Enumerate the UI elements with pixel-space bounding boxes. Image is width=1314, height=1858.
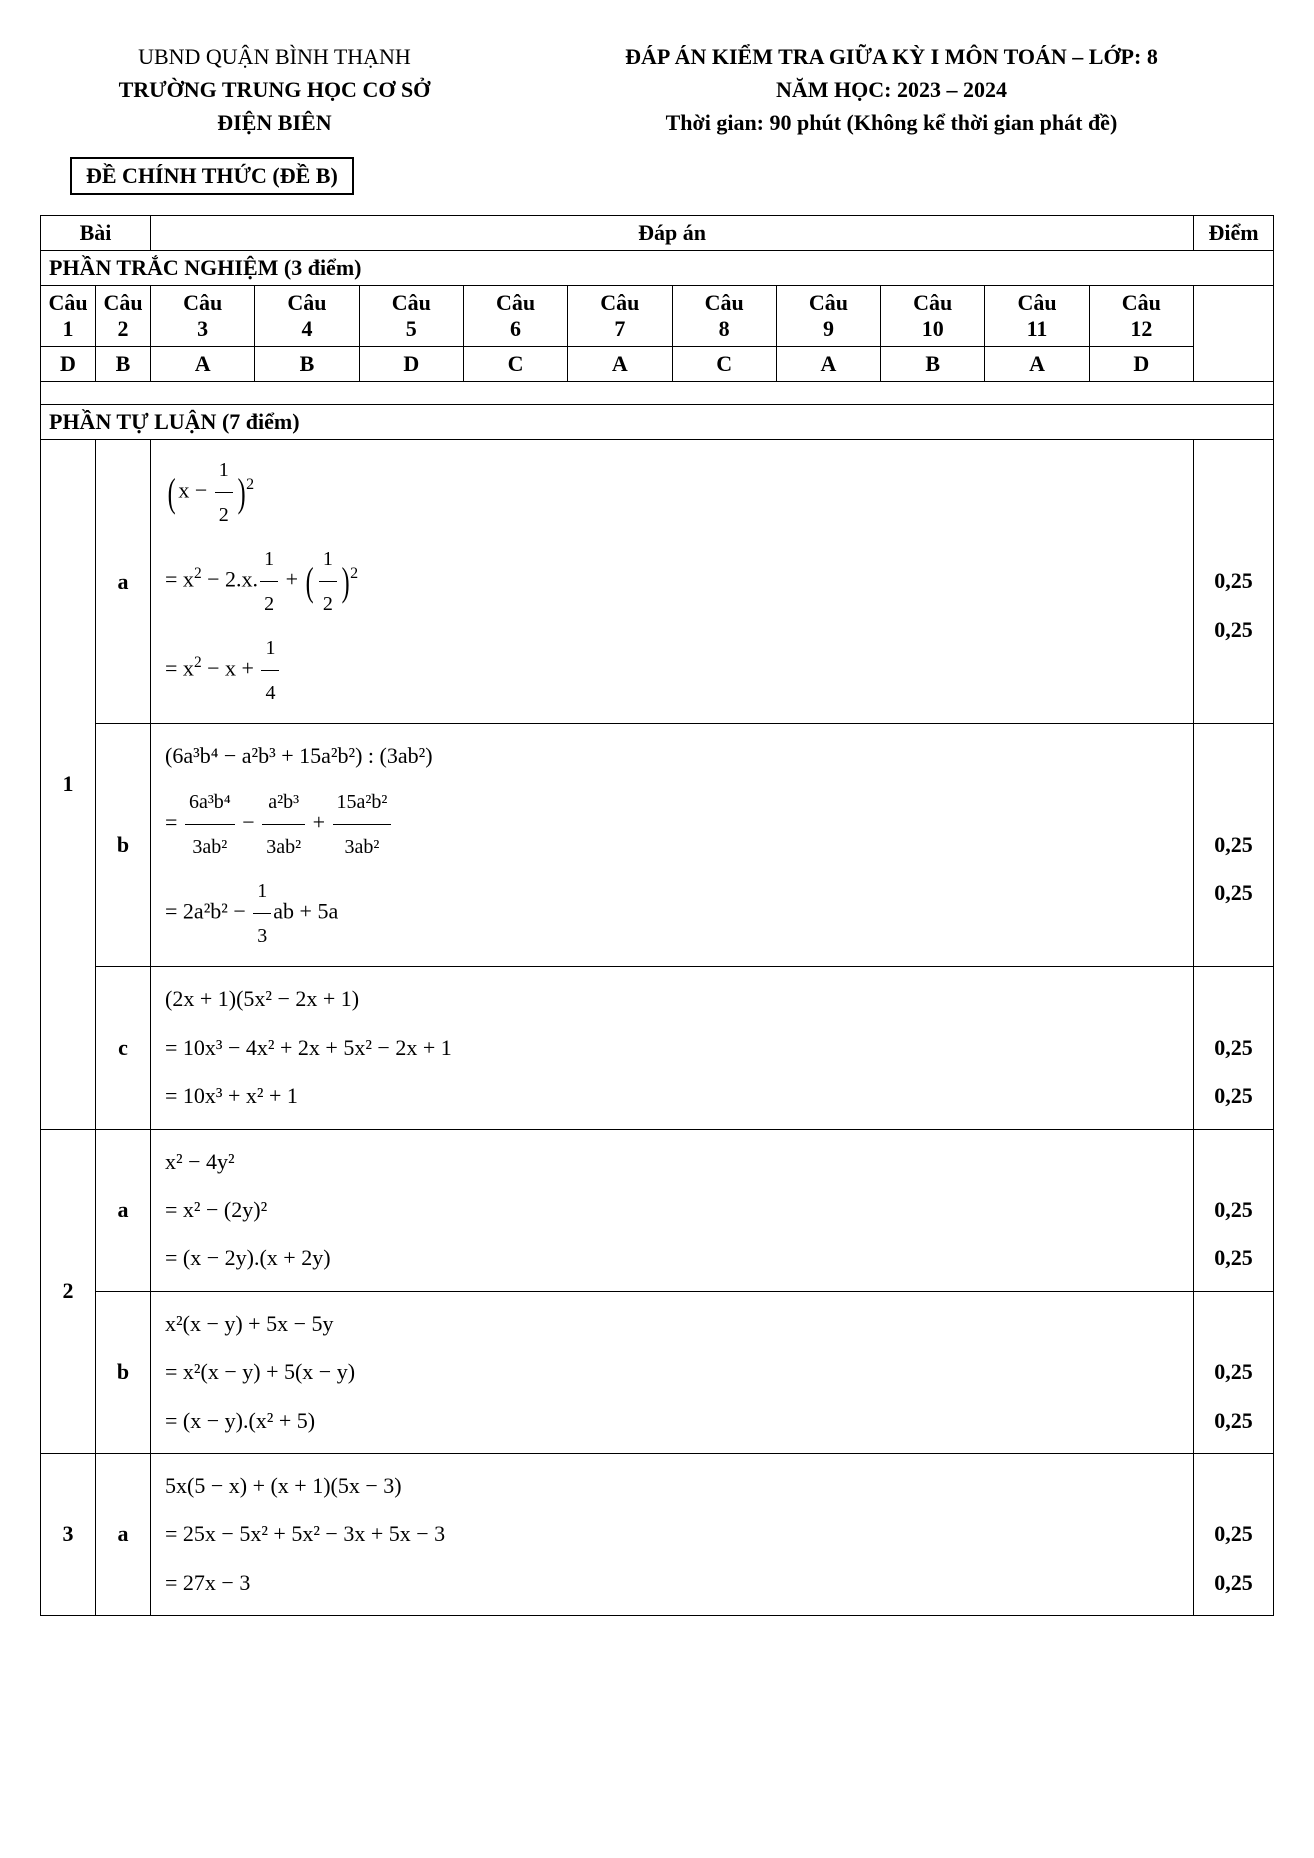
mcq-ans-2: B (96, 347, 151, 382)
q1b-points: 0,250,25 (1194, 724, 1274, 967)
q1b-row: b (6a³b⁴ − a²b³ + 15a²b²) : (3ab²) = 6a³… (41, 724, 1274, 967)
q1b-label: b (96, 724, 151, 967)
q1b-math: (6a³b⁴ − a²b³ + 15a²b²) : (3ab²) = 6a³b⁴… (151, 724, 1194, 967)
title-block: ĐÁP ÁN KIỂM TRA GIỮA KỲ I MÔN TOÁN – LỚP… (509, 40, 1274, 139)
mcq-points-cell (1194, 286, 1274, 382)
q2a-row: 2 a x² − 4y² = x² − (2y)² = (x − 2y).(x … (41, 1129, 1274, 1291)
q2b-points: 0,250,25 (1194, 1291, 1274, 1453)
q1c-math: (2x + 1)(5x² − 2x + 1) = 10x³ − 4x² + 2x… (151, 967, 1194, 1129)
mcq-header-row: Câu1 Câu2 Câu3 Câu4 Câu5 Câu6 Câu7 Câu8 … (41, 286, 1274, 347)
q1a-row: 1 a (x − 12)2 = x2 − 2.x.12 + (12)2 = x2… (41, 440, 1274, 724)
mcq-ans-10: B (881, 347, 985, 382)
col-dapan-header: Đáp án (151, 216, 1194, 251)
q3a-points: 0,250,25 (1194, 1453, 1274, 1615)
mcq-section-title-row: PHẦN TRẮC NGHIỆM (3 điểm) (41, 251, 1274, 286)
mcq-col-12: Câu12 (1089, 286, 1193, 347)
q2b-label: b (96, 1291, 151, 1453)
school-line-2: ĐIỆN BIÊN (40, 106, 509, 139)
q3a-row: 3 a 5x(5 − x) + (x + 1)(5x − 3) = 25x − … (41, 1453, 1274, 1615)
mcq-col-1: Câu1 (41, 286, 96, 347)
mcq-ans-9: A (776, 347, 880, 382)
q3-label: 3 (41, 1453, 96, 1615)
exam-title: ĐÁP ÁN KIỂM TRA GIỮA KỲ I MÔN TOÁN – LỚP… (509, 40, 1274, 73)
q2b-row: b x²(x − y) + 5x − 5y = x²(x − y) + 5(x … (41, 1291, 1274, 1453)
mcq-ans-6: C (463, 347, 567, 382)
mcq-ans-12: D (1089, 347, 1193, 382)
essay-section-title-row: PHẦN TỰ LUẬN (7 điểm) (41, 405, 1274, 440)
mcq-ans-3: A (151, 347, 255, 382)
mcq-section-title: PHẦN TRẮC NGHIỆM (3 điểm) (41, 251, 1274, 286)
q1a-math: (x − 12)2 = x2 − 2.x.12 + (12)2 = x2 − x… (151, 440, 1194, 724)
mcq-ans-8: C (672, 347, 776, 382)
q2b-math: x²(x − y) + 5x − 5y = x²(x − y) + 5(x − … (151, 1291, 1194, 1453)
mcq-answer-row: D B A B D C A C A B A D (41, 347, 1274, 382)
col-diem-header: Điểm (1194, 216, 1274, 251)
q1c-row: c (2x + 1)(5x² − 2x + 1) = 10x³ − 4x² + … (41, 967, 1274, 1129)
exam-code-box: ĐỀ CHÍNH THỨC (ĐỀ B) (70, 157, 354, 195)
q1c-label: c (96, 967, 151, 1129)
essay-section-title: PHẦN TỰ LUẬN (7 điểm) (41, 405, 1274, 440)
q1a-label: a (96, 440, 151, 724)
mcq-col-8: Câu8 (672, 286, 776, 347)
page-header: UBND QUẬN BÌNH THẠNH TRƯỜNG TRUNG HỌC CƠ… (40, 40, 1274, 139)
mcq-ans-5: D (359, 347, 463, 382)
mcq-col-5: Câu5 (359, 286, 463, 347)
mcq-ans-1: D (41, 347, 96, 382)
q1c-points: 0,250,25 (1194, 967, 1274, 1129)
q3a-math: 5x(5 − x) + (x + 1)(5x − 3) = 25x − 5x² … (151, 1453, 1194, 1615)
mcq-col-7: Câu7 (568, 286, 672, 347)
mcq-col-9: Câu9 (776, 286, 880, 347)
table-header-row: Bài Đáp án Điểm (41, 216, 1274, 251)
school-line-1: TRƯỜNG TRUNG HỌC CƠ SỞ (40, 73, 509, 106)
mcq-col-4: Câu4 (255, 286, 359, 347)
district-line: UBND QUẬN BÌNH THẠNH (40, 40, 509, 73)
q2a-label: a (96, 1129, 151, 1291)
mcq-col-6: Câu6 (463, 286, 567, 347)
mcq-col-2: Câu2 (96, 286, 151, 347)
mcq-col-10: Câu10 (881, 286, 985, 347)
school-year: NĂM HỌC: 2023 – 2024 (509, 73, 1274, 106)
q1-label: 1 (41, 440, 96, 1130)
mcq-col-11: Câu11 (985, 286, 1089, 347)
q2-label: 2 (41, 1129, 96, 1453)
mcq-ans-7: A (568, 347, 672, 382)
q2a-points: 0,250,25 (1194, 1129, 1274, 1291)
mcq-ans-11: A (985, 347, 1089, 382)
q3a-label: a (96, 1453, 151, 1615)
mcq-col-3: Câu3 (151, 286, 255, 347)
mcq-ans-4: B (255, 347, 359, 382)
duration: Thời gian: 90 phút (Không kể thời gian p… (509, 106, 1274, 139)
authority-block: UBND QUẬN BÌNH THẠNH TRƯỜNG TRUNG HỌC CƠ… (40, 40, 509, 139)
q1a-points: 0,250,25 (1194, 440, 1274, 724)
col-bai-header: Bài (41, 216, 151, 251)
answer-table: Bài Đáp án Điểm PHẦN TRẮC NGHIỆM (3 điểm… (40, 215, 1274, 1616)
q2a-math: x² − 4y² = x² − (2y)² = (x − 2y).(x + 2y… (151, 1129, 1194, 1291)
